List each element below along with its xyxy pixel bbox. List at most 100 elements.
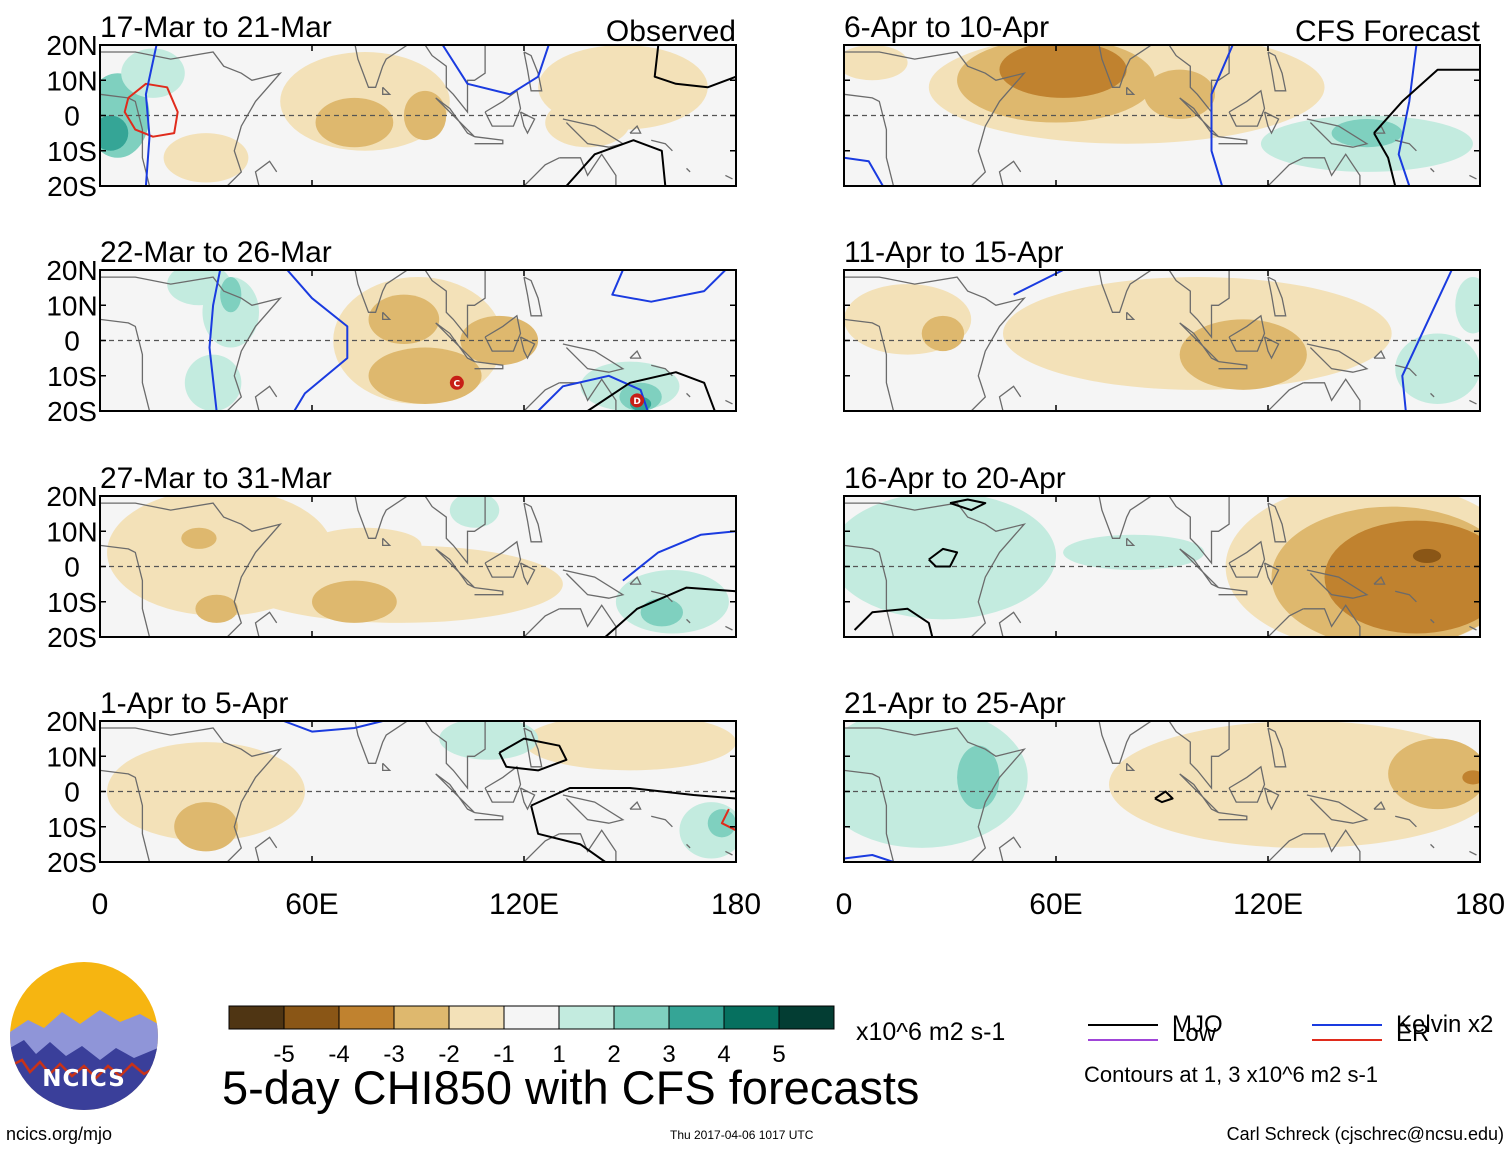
storm-marker: [449, 375, 464, 390]
coastline: [1373, 801, 1386, 810]
panel-title: 11-Apr to 15-Apr: [844, 236, 1064, 269]
coastline: [1373, 350, 1386, 359]
contour-mjo: [587, 371, 716, 411]
y-tick-label: 10S: [47, 136, 97, 167]
coastline: [562, 569, 625, 599]
legend-line-low: [1088, 1039, 1158, 1041]
coastline: [562, 118, 625, 148]
coastline: [254, 611, 278, 637]
coastline: [521, 157, 560, 186]
legend-label-kelvin: Kelvin x2: [1396, 1011, 1494, 1038]
coastline: [382, 537, 392, 547]
y-tick-label: 0: [64, 552, 80, 583]
coastline: [1469, 399, 1477, 405]
anomaly-fill: [163, 133, 249, 183]
x-tick-label: 180: [1455, 888, 1505, 921]
coastline: [1303, 153, 1361, 186]
coastline: [1126, 86, 1136, 95]
colorbar-tick-label: 5: [772, 1041, 785, 1068]
anomaly-fill: [844, 496, 1056, 620]
coastline: [435, 97, 475, 138]
contour-kelvin: [1401, 270, 1453, 411]
colorbar-tick-label: -2: [438, 1041, 459, 1068]
contour-kelvin: [844, 156, 884, 186]
coastline: [435, 548, 475, 589]
coastline: [100, 502, 283, 637]
coastline: [523, 727, 543, 768]
map-panel: 16-Apr to 20-Apr: [843, 462, 1481, 638]
anomaly-fill: [921, 315, 965, 352]
coastline: [484, 765, 522, 803]
coastline: [1218, 586, 1248, 596]
site-link[interactable]: ncics.org/mjo: [6, 1124, 113, 1144]
anomaly-fill: [1179, 319, 1307, 390]
coastline: [1168, 45, 1230, 114]
coastline: [1126, 311, 1136, 321]
contour-kelvin: [208, 270, 222, 411]
coastline: [1228, 314, 1266, 352]
contour-kelvin: [1397, 45, 1418, 186]
contour-kelvin: [844, 854, 894, 862]
coastline: [1077, 496, 1152, 539]
anomaly-fill: [957, 745, 1000, 810]
coastline: [521, 833, 560, 862]
storm-marker-label: D: [633, 397, 640, 407]
contour-mjo: [853, 607, 934, 637]
coastline: [651, 590, 673, 603]
coastline: [424, 45, 486, 114]
coastline: [1430, 843, 1435, 849]
coastline: [1267, 502, 1287, 543]
coastline: [100, 51, 283, 186]
contour-mjo: [530, 787, 736, 807]
coastline: [435, 322, 475, 363]
colorbar-tick-label: 3: [662, 1041, 675, 1068]
coastline: [1267, 51, 1287, 92]
coastline: [1077, 270, 1152, 313]
coastline: [1373, 576, 1386, 585]
y-tick-label: 20S: [47, 396, 97, 427]
x-tick-label: 120E: [1233, 888, 1303, 921]
colorbar-swatch: [778, 1005, 835, 1030]
coastline: [562, 794, 625, 824]
anomaly-fill: [368, 347, 482, 404]
y-tick-label: 20S: [47, 171, 97, 202]
colorbar-tick-label: -5: [273, 1041, 294, 1068]
contour-mjo: [1373, 68, 1480, 134]
colorbar-swatch: [448, 1005, 505, 1030]
x-tick-label: 180: [711, 888, 761, 921]
anomaly-fill: [1063, 534, 1205, 571]
coastline: [1395, 364, 1417, 377]
contour-mjo: [1373, 132, 1397, 186]
coastline: [1179, 322, 1219, 363]
legend-line-er: [1312, 1039, 1382, 1041]
coastline: [297, 721, 312, 722]
legend-label-er: ER: [1396, 1020, 1430, 1047]
contour-mjo: [949, 498, 987, 512]
y-tick-label: 20N: [46, 481, 97, 512]
coastline: [1306, 343, 1369, 373]
coastline: [523, 276, 543, 317]
storm-marker-label: C: [454, 379, 461, 389]
anomaly-fill: [1144, 69, 1215, 120]
storm-marker: [630, 393, 645, 408]
coastline: [333, 270, 408, 313]
panel-plot-area: [844, 270, 1480, 411]
legend-line-kelvin: [1312, 1024, 1382, 1026]
coastline: [521, 608, 560, 637]
contour-mjo: [928, 547, 959, 568]
panel-plot-area: [844, 721, 1480, 862]
anomaly-fill: [1109, 721, 1480, 848]
colorbar-swatch: [503, 1005, 560, 1030]
colorbar-tick-label: -1: [493, 1041, 514, 1068]
contour-mjo: [530, 805, 606, 862]
coastline: [521, 382, 560, 411]
x-tick-label: 0: [92, 888, 109, 921]
anomaly-fill: [368, 294, 440, 345]
coastline: [1228, 540, 1266, 578]
y-tick-label: 10N: [46, 516, 97, 547]
coastline: [1168, 270, 1230, 339]
coastline: [629, 350, 642, 359]
